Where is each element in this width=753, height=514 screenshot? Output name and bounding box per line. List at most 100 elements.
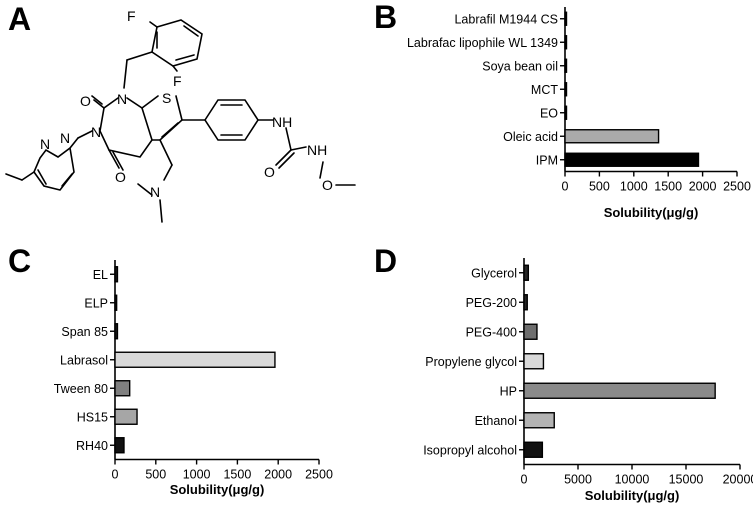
atom-label: N	[40, 136, 50, 152]
x-tick-label: 1000	[183, 468, 211, 482]
bar	[564, 82, 568, 97]
bar	[523, 294, 528, 311]
difluorophenyl-ring-inner-bond	[156, 25, 199, 61]
atom-label: N	[91, 124, 101, 140]
x-tick-label: 0	[521, 473, 528, 487]
x-tick-label: 5000	[564, 473, 592, 487]
x-tick-label: 500	[589, 180, 610, 194]
x-tick-label: 2500	[305, 468, 333, 482]
para-phenyl-ring-bond	[204, 99, 259, 141]
bar	[114, 380, 131, 397]
x-axis-label: Solubility(μg/g)	[170, 482, 265, 497]
bond	[290, 146, 307, 151]
bar	[564, 129, 660, 144]
bond	[61, 173, 73, 187]
bar	[564, 11, 568, 26]
bond	[278, 152, 295, 169]
atom-label: N	[150, 184, 160, 200]
x-tick-label: 0	[112, 468, 119, 482]
bond	[77, 130, 93, 139]
atom-label: O	[115, 169, 126, 185]
bond	[319, 161, 324, 179]
chemical-structure	[5, 19, 356, 223]
atom-label: S	[162, 90, 171, 106]
bar	[523, 441, 544, 458]
x-tick-label: 2500	[723, 180, 751, 194]
bar	[523, 353, 545, 370]
bond	[91, 95, 103, 105]
x-tick-label: 0	[562, 180, 569, 194]
atom-label: F	[173, 73, 182, 89]
bar	[564, 152, 700, 167]
category-label: Labrafac lipophile WL 1349	[407, 36, 558, 50]
bond	[5, 173, 23, 181]
bar	[523, 264, 530, 281]
chart-d: Glycerol PEG-200 PEG-400 Propylene glycol HP…	[423, 258, 753, 503]
bond	[159, 139, 173, 166]
panel-letter-d: D	[374, 243, 397, 279]
bond	[161, 122, 179, 138]
atom-label: O	[322, 177, 333, 193]
bar	[114, 294, 118, 311]
bond	[285, 127, 292, 151]
bond	[149, 21, 158, 28]
atom-label: F	[127, 8, 136, 24]
bond	[126, 51, 153, 61]
bond	[108, 149, 120, 169]
x-tick-label: 500	[145, 468, 166, 482]
bar	[564, 58, 568, 73]
category-label: PEG-200	[466, 296, 517, 310]
bar	[114, 408, 138, 425]
bond	[123, 59, 128, 89]
x-tick-label: 1500	[223, 468, 251, 482]
category-label: Tween 80	[54, 382, 108, 396]
x-tick-label: 20000	[723, 473, 753, 487]
category-label: Isopropyl alcohol	[423, 443, 517, 457]
bar	[523, 382, 716, 399]
bar	[564, 105, 568, 120]
bond	[112, 151, 124, 171]
category-label: IPM	[536, 153, 558, 167]
bar	[114, 437, 125, 454]
category-label: HS15	[77, 410, 108, 424]
x-axis-label: Solubility(μg/g)	[585, 488, 680, 503]
x-tick-label: 10000	[615, 473, 650, 487]
bar	[114, 266, 119, 283]
atom-label: O	[80, 93, 91, 109]
chart-b: Labrafil M1944 CS Labrafac lipophile WL 1…	[407, 7, 751, 220]
bar	[114, 351, 276, 368]
x-tick-label: 1500	[654, 180, 682, 194]
para-phenyl-ring-inner-bond	[220, 104, 243, 136]
category-label: EL	[93, 268, 108, 282]
x-tick-label: 1000	[620, 180, 648, 194]
category-label: EO	[540, 106, 558, 120]
atom-label: O	[264, 164, 275, 180]
atom-labels: F F O N N N O S N N NH O NH O	[40, 8, 333, 200]
bond	[172, 65, 178, 72]
atom-label: N	[60, 130, 70, 146]
panel-letter-a: A	[8, 1, 31, 37]
category-label: PEG-400	[466, 325, 517, 339]
category-label: Glycerol	[471, 266, 517, 280]
category-label: MCT	[531, 83, 558, 97]
category-label: Propylene glycol	[425, 355, 517, 369]
category-label: Span 85	[61, 325, 108, 339]
category-label: HP	[500, 384, 517, 398]
panel-letter-b: B	[374, 0, 397, 35]
category-label: RH40	[76, 439, 108, 453]
category-label: Labrasol	[60, 353, 108, 367]
atom-label: NH	[307, 142, 327, 158]
x-axis-label: Solubility(μg/g)	[604, 205, 699, 220]
bar	[523, 323, 538, 340]
atom-label: N	[117, 91, 127, 107]
bond	[93, 99, 105, 109]
bond	[137, 183, 153, 196]
panel-letter-c: C	[8, 243, 31, 279]
x-tick-label: 2000	[264, 468, 292, 482]
bar	[523, 412, 555, 429]
bar	[114, 323, 119, 340]
category-label: ELP	[84, 296, 108, 310]
bond	[159, 199, 163, 223]
category-label: Soya bean oil	[482, 59, 558, 73]
